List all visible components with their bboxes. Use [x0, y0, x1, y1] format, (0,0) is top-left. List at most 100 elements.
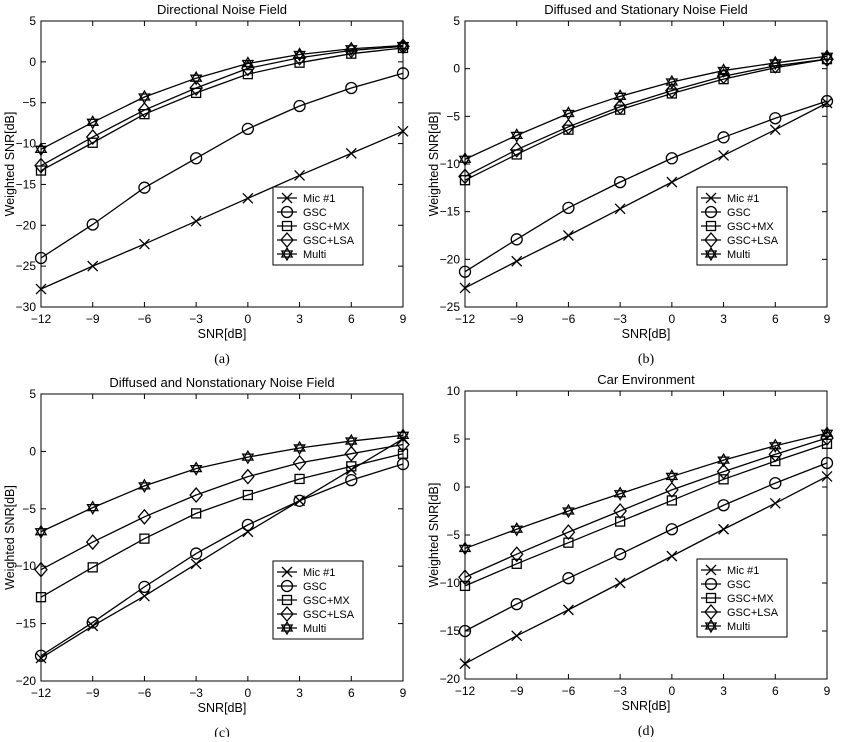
legend-label: GSC+MX — [727, 593, 774, 605]
y-tick-label: −10 — [16, 559, 37, 573]
data-point-d — [716, 463, 731, 480]
y-tick-label: −10 — [16, 137, 37, 151]
y-axis-label: Weighted SNR[dB] — [427, 483, 441, 588]
data-point-s — [35, 165, 47, 176]
data-point-star — [562, 503, 575, 519]
legend-label: Mic #1 — [303, 193, 335, 205]
data-point-o — [138, 181, 151, 194]
data-point-o — [769, 477, 782, 490]
y-tick-label: −10 — [440, 157, 461, 171]
data-point-d — [189, 487, 203, 504]
data-point-d — [396, 436, 410, 453]
data-point-d — [344, 445, 359, 462]
y-tick-label: −25 — [440, 300, 461, 314]
data-point-o — [717, 499, 730, 512]
data-point-d — [458, 168, 472, 185]
x-tick-label: 0 — [669, 684, 676, 698]
data-point-d — [85, 534, 100, 551]
y-tick-label: −10 — [440, 576, 461, 590]
data-point-star — [189, 461, 203, 476]
y-tick-label: −5 — [446, 528, 460, 542]
legend-label: GSC — [727, 207, 751, 219]
legend-label: Mic #1 — [303, 567, 335, 579]
legend-label: GSC — [303, 207, 327, 219]
data-point-x — [138, 590, 150, 602]
data-point-d — [509, 546, 524, 563]
x-tick-label: 0 — [669, 312, 676, 326]
data-point-star — [138, 478, 151, 494]
x-axis-label: SNR[dB] — [622, 699, 671, 713]
x-axis-label: SNR[dB] — [622, 327, 671, 341]
y-tick-label: −20 — [16, 674, 37, 688]
data-point-star — [820, 425, 834, 441]
data-point-o — [510, 597, 523, 611]
x-tick-label: −3 — [613, 684, 627, 698]
data-point-d — [665, 82, 679, 99]
data-point-star — [613, 89, 627, 104]
x-tick-label: 6 — [772, 684, 779, 698]
y-tick-label: 0 — [29, 444, 36, 458]
legend-marker-x — [705, 564, 717, 576]
data-point-o — [458, 265, 472, 278]
data-point-x — [87, 620, 99, 632]
x-tick-label: 0 — [245, 686, 252, 700]
x-tick-label: 9 — [824, 684, 831, 698]
data-point-x — [769, 497, 781, 509]
series-line-d — [464, 58, 828, 177]
legend-marker-star — [280, 620, 294, 636]
series-line-s — [464, 58, 828, 181]
data-point-o — [665, 523, 679, 536]
y-tick-label: −20 — [440, 252, 461, 266]
y-tick-label: −5 — [22, 96, 36, 110]
x-tick-label: −9 — [510, 684, 524, 698]
y-tick-label: −20 — [16, 218, 37, 232]
data-point-x — [190, 215, 202, 227]
series-line-star — [40, 434, 404, 533]
x-tick-label: 6 — [348, 686, 355, 700]
legend-label: Multi — [727, 621, 750, 633]
series-line-o — [40, 463, 404, 657]
data-point-x — [242, 192, 254, 204]
data-point-o — [562, 201, 575, 215]
data-point-o — [34, 649, 48, 662]
data-point-o — [769, 112, 782, 125]
legend-label: GSC — [727, 579, 751, 591]
data-point-d — [34, 157, 48, 174]
data-point-s — [242, 489, 254, 501]
data-point-x — [511, 630, 523, 642]
legend-label: GSC+LSA — [727, 607, 779, 619]
series-line-o — [464, 462, 828, 632]
y-tick-label: −5 — [446, 109, 460, 123]
data-point-x — [190, 558, 202, 570]
legend-marker-x — [281, 566, 293, 578]
data-point-s — [718, 474, 729, 485]
data-point-star — [189, 70, 203, 86]
x-tick-label: 3 — [296, 312, 303, 326]
chart-title: Diffused and Nonstationary Noise Field — [109, 375, 334, 390]
data-point-star — [34, 524, 48, 540]
y-tick-label: 5 — [29, 387, 36, 401]
data-point-d — [189, 80, 203, 97]
data-point-star — [241, 56, 255, 71]
data-point-star — [820, 48, 834, 64]
data-point-s — [770, 455, 781, 467]
data-point-o — [396, 67, 410, 80]
y-axis-label: Weighted SNR[dB] — [427, 112, 441, 217]
x-tick-label: −12 — [455, 684, 476, 698]
x-tick-label: −9 — [86, 686, 100, 700]
data-point-x — [459, 658, 471, 670]
series-line-o — [40, 72, 404, 259]
x-tick-label: −12 — [31, 312, 52, 326]
data-point-x — [138, 238, 150, 250]
y-tick-label: −30 — [16, 300, 37, 314]
data-point-d — [137, 508, 152, 525]
y-tick-label: 10 — [447, 384, 461, 398]
data-point-star — [138, 89, 151, 105]
x-tick-label: 6 — [772, 312, 779, 326]
y-tick-label: −15 — [440, 205, 461, 219]
y-tick-label: −5 — [22, 502, 36, 516]
y-tick-label: 0 — [453, 62, 460, 76]
data-point-d — [613, 98, 627, 115]
data-point-star — [86, 115, 100, 130]
